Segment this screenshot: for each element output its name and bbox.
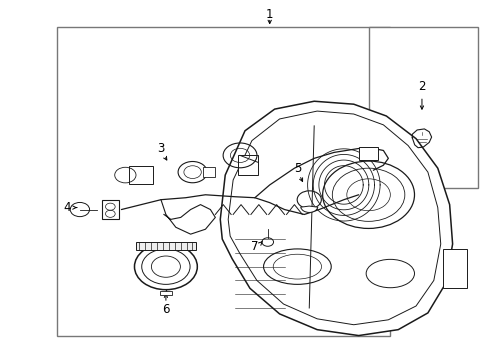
Bar (238, 156, 257, 175)
Bar (129, 166, 153, 184)
Text: 1: 1 (265, 8, 273, 21)
Text: 6: 6 (162, 303, 169, 316)
Text: 3: 3 (157, 142, 164, 155)
PathPatch shape (220, 101, 452, 336)
Bar (136, 242, 196, 249)
Wedge shape (300, 206, 317, 212)
Bar (57, 27, 389, 336)
Text: 7: 7 (251, 240, 258, 253)
Bar (160, 291, 171, 295)
Bar (368, 27, 477, 188)
Bar (203, 167, 215, 177)
Bar (358, 147, 378, 160)
Bar (442, 249, 467, 288)
Text: 2: 2 (417, 80, 425, 93)
Text: 4: 4 (63, 201, 71, 214)
Text: 5: 5 (293, 162, 301, 175)
Bar (102, 199, 118, 220)
